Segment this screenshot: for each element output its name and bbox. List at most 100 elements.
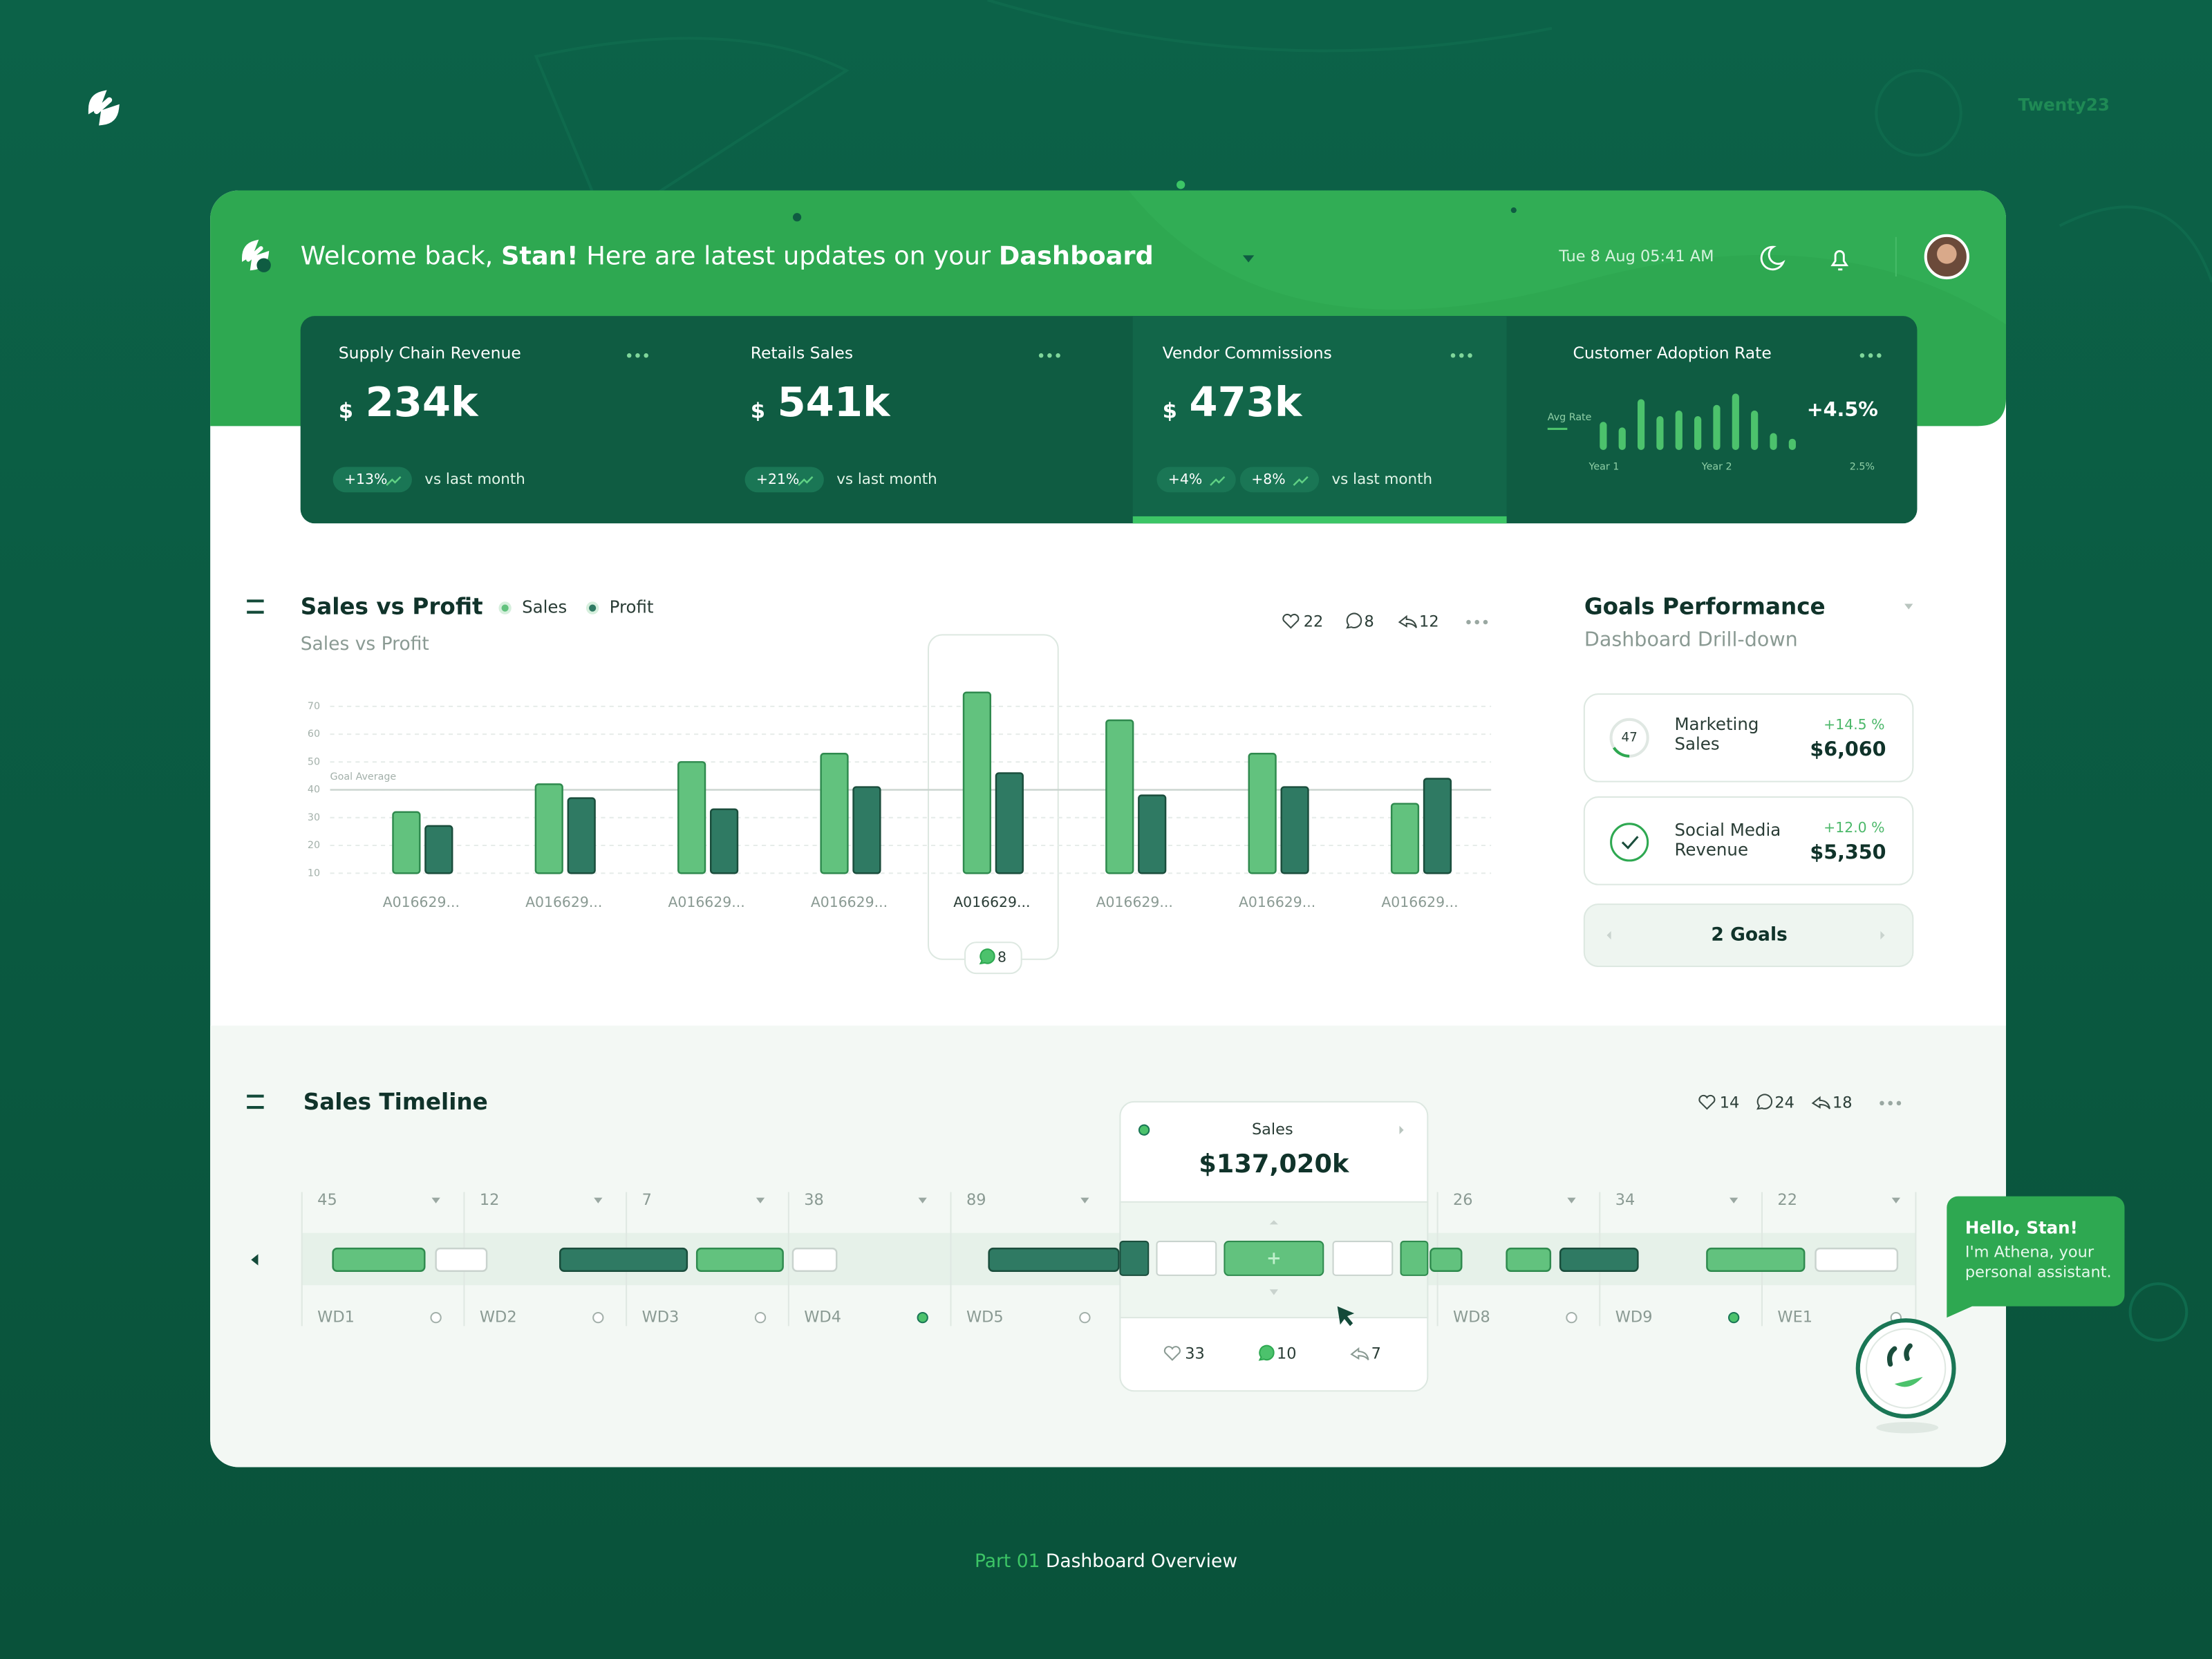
comment-icon xyxy=(1258,1344,1275,1361)
more-dot xyxy=(1896,1100,1902,1106)
column-label: WD5 xyxy=(966,1309,1004,1327)
tooltip-dot xyxy=(1138,1124,1150,1136)
trend-icon xyxy=(798,476,814,486)
highlight-comments: 8 xyxy=(997,949,1006,966)
more-dot xyxy=(1888,1100,1893,1106)
bar xyxy=(852,786,881,874)
column-dropdown[interactable] xyxy=(918,1197,927,1203)
column-dropdown[interactable] xyxy=(594,1197,603,1203)
adoption-bar xyxy=(1656,416,1664,451)
more-dot xyxy=(626,353,632,358)
assistant-line: I'm Athena, your xyxy=(1965,1244,2094,1262)
timeline-block xyxy=(695,1247,784,1273)
chart-subtitle: Sales vs Profit xyxy=(301,633,429,655)
column-dropdown[interactable] xyxy=(431,1197,440,1203)
goals-prev[interactable] xyxy=(1606,930,1611,940)
column-dropdown[interactable] xyxy=(1567,1197,1576,1203)
assistant-greeting: Hello, Stan! xyxy=(1965,1218,2078,1238)
kpi-badge-text: +13% xyxy=(344,471,387,487)
column-count: 26 xyxy=(1453,1191,1473,1209)
timeline-prev[interactable] xyxy=(251,1254,259,1266)
moon-icon[interactable] xyxy=(1760,245,1785,271)
more-dot xyxy=(1483,619,1488,625)
column-dropdown[interactable] xyxy=(1891,1197,1900,1203)
deco-dot xyxy=(792,213,802,222)
share-icon xyxy=(1350,1347,1369,1360)
y-tick-label: 20 xyxy=(308,840,320,851)
kpi-note: vs last month xyxy=(1332,471,1433,488)
adoption-x-label: Year 1 xyxy=(1588,462,1620,473)
timeline-block xyxy=(1559,1247,1639,1273)
comment-icon xyxy=(1756,1094,1773,1110)
shares-count: 12 xyxy=(1419,613,1439,631)
comments-count: 24 xyxy=(1774,1094,1794,1112)
goals-button-text: 2 Goals xyxy=(1711,924,1787,946)
goal-label: Marketing xyxy=(1674,714,1759,734)
adoption-bar xyxy=(1751,410,1759,451)
goals-button[interactable] xyxy=(1583,903,1914,967)
column-status xyxy=(1079,1311,1091,1324)
adoption-change: +4.5% xyxy=(1807,397,1878,421)
column-dropdown[interactable] xyxy=(756,1197,765,1203)
tooltip-next[interactable] xyxy=(1399,1125,1404,1134)
mascot[interactable] xyxy=(1855,1318,1956,1419)
caret-down xyxy=(1269,1289,1278,1295)
goals-next[interactable] xyxy=(1880,930,1885,940)
heart-icon xyxy=(1698,1094,1716,1110)
column-label: WD8 xyxy=(1453,1309,1490,1327)
timeline-block xyxy=(791,1247,838,1273)
column-label: WD4 xyxy=(804,1309,841,1327)
adoption-bar xyxy=(1694,416,1702,451)
more-dot xyxy=(1880,1100,1884,1106)
dropdown-icon[interactable] xyxy=(1242,255,1255,263)
column-dropdown[interactable] xyxy=(1080,1197,1089,1203)
comment-icon xyxy=(1346,612,1362,629)
x-tick-label: A016629... xyxy=(525,894,602,910)
adoption-bar xyxy=(1675,410,1683,451)
column-status xyxy=(430,1311,442,1324)
mascot-eyes xyxy=(1886,1343,1913,1367)
datetime: Tue 8 Aug 05:41 AM xyxy=(1558,247,1714,265)
goal-check xyxy=(1621,836,1639,850)
x-tick-label: A016629... xyxy=(1381,894,1458,910)
more-dot xyxy=(1468,353,1472,358)
bar xyxy=(1248,753,1277,874)
x-tick-label: A016629... xyxy=(668,894,744,910)
goal-card[interactable] xyxy=(1583,796,1914,885)
goal-label: Social Media xyxy=(1674,820,1781,840)
goals-dropdown[interactable] xyxy=(1904,603,1913,610)
heart-icon xyxy=(1282,613,1300,629)
more-dot xyxy=(1877,353,1882,358)
column-dropdown[interactable] xyxy=(1730,1197,1738,1203)
goal-label: Revenue xyxy=(1674,840,1748,860)
column-status xyxy=(1728,1311,1740,1324)
tooltip-shares: 7 xyxy=(1371,1345,1381,1363)
footer-caption: Part 01 Dashboard Overview xyxy=(975,1550,1237,1572)
bar xyxy=(1390,803,1420,874)
tooltip-title: Sales xyxy=(1252,1121,1293,1138)
kpi-currency: $ xyxy=(339,399,353,423)
goals-title: Goals Performance xyxy=(1584,594,1826,620)
column-count: 7 xyxy=(642,1191,652,1209)
more-dot xyxy=(1459,353,1464,358)
timeline-block xyxy=(1506,1247,1552,1273)
trend-icon xyxy=(1210,476,1226,486)
brand-name: Twenty23 xyxy=(2018,95,2110,115)
likes-count: 14 xyxy=(1720,1094,1740,1112)
bell-icon[interactable] xyxy=(1830,250,1849,271)
kpi-badge xyxy=(1156,467,1236,493)
legend-dot xyxy=(498,601,512,615)
goal-card[interactable] xyxy=(1583,693,1914,782)
welcome-part: Stan! xyxy=(501,241,579,270)
deco-dot xyxy=(1177,180,1185,189)
footer-part: Part 01 xyxy=(975,1550,1040,1572)
shares-count: 18 xyxy=(1833,1094,1853,1112)
goals-subtitle: Dashboard Drill-down xyxy=(1584,628,1798,651)
column-status xyxy=(754,1311,767,1324)
bar xyxy=(1423,778,1452,874)
goal-value: $6,060 xyxy=(1810,738,1886,761)
bar xyxy=(1280,786,1309,874)
bar xyxy=(677,761,706,874)
legend-dot xyxy=(585,601,599,615)
